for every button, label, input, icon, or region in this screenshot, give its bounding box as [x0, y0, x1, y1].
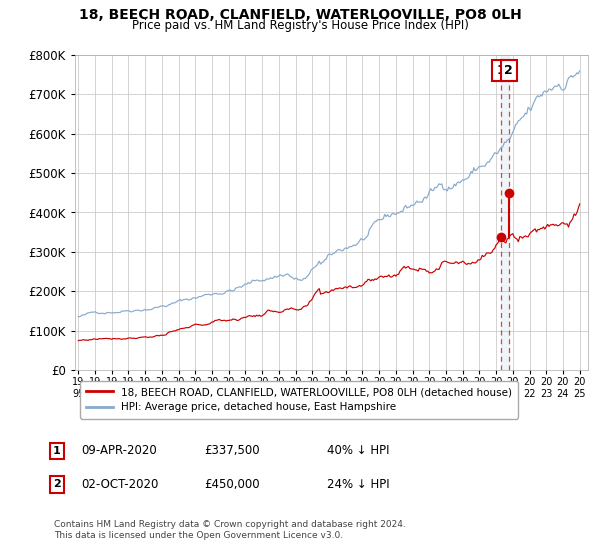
Text: 2: 2 [53, 479, 61, 489]
Text: 2: 2 [504, 64, 513, 77]
Text: £337,500: £337,500 [204, 444, 260, 458]
Bar [500, 55, 509, 370]
Text: 1: 1 [53, 446, 61, 456]
Text: 18, BEECH ROAD, CLANFIELD, WATERLOOVILLE, PO8 0LH: 18, BEECH ROAD, CLANFIELD, WATERLOOVILLE… [79, 8, 521, 22]
Text: This data is licensed under the Open Government Licence v3.0.: This data is licensed under the Open Gov… [54, 531, 343, 540]
Text: £450,000: £450,000 [204, 478, 260, 491]
Text: 1: 1 [496, 64, 505, 77]
Legend: 18, BEECH ROAD, CLANFIELD, WATERLOOVILLE, PO8 0LH (detached house), HPI: Average: 18, BEECH ROAD, CLANFIELD, WATERLOOVILLE… [80, 381, 518, 418]
Text: 02-OCT-2020: 02-OCT-2020 [81, 478, 158, 491]
Text: 40% ↓ HPI: 40% ↓ HPI [327, 444, 389, 458]
Text: Price paid vs. HM Land Registry's House Price Index (HPI): Price paid vs. HM Land Registry's House … [131, 19, 469, 32]
Text: 09-APR-2020: 09-APR-2020 [81, 444, 157, 458]
Text: 24% ↓ HPI: 24% ↓ HPI [327, 478, 389, 491]
Text: Contains HM Land Registry data © Crown copyright and database right 2024.: Contains HM Land Registry data © Crown c… [54, 520, 406, 529]
